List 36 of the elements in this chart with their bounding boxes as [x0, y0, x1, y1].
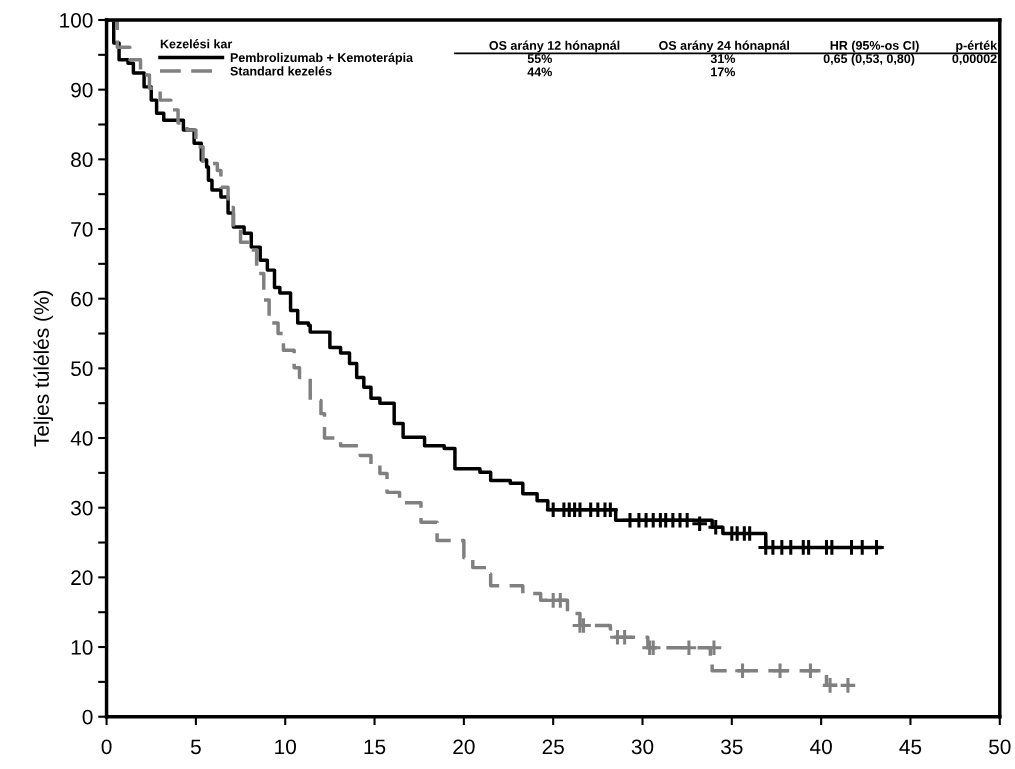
- x-tick-label: 40: [810, 739, 832, 755]
- annotation: OS arány 12 hónapnál: [489, 40, 620, 53]
- x-tick-label: 0: [101, 739, 112, 755]
- annotation: HR (95%-os CI): [830, 40, 919, 53]
- annotation: 0,00002: [952, 54, 997, 65]
- annotation: 44%: [527, 67, 552, 77]
- y-tick-label: 50: [71, 361, 93, 377]
- x-tick-label: 5: [190, 739, 201, 755]
- annotation: 0,65 (0,53, 0,80): [823, 53, 915, 66]
- annotation: p-érték: [956, 40, 998, 53]
- y-tick-label: 60: [71, 291, 93, 307]
- y-tick-label: 80: [71, 152, 93, 168]
- y-axis-title: Teljes túlélés (%): [33, 290, 54, 447]
- x-tick-label: 45: [899, 739, 922, 755]
- y-tick-label: 40: [70, 431, 93, 446]
- y-tick-label: 30: [71, 500, 93, 516]
- y-tick-label: 0: [82, 709, 93, 725]
- legend-label: Pembrolizumab + Kemoterápia: [230, 52, 414, 65]
- x-tick-label: 15: [364, 739, 386, 755]
- y-tick-label: 10: [71, 640, 93, 655]
- annotation: 55%: [527, 54, 552, 64]
- annotation: 17%: [711, 67, 736, 77]
- y-tick-label: 70: [71, 222, 93, 237]
- x-tick-label: 50: [989, 739, 1011, 755]
- y-tick-label: 20: [71, 570, 93, 586]
- x-tick-label: 20: [453, 739, 475, 755]
- legend-label: Standard kezelés: [230, 66, 332, 76]
- annotation: OS arány 24 hónapnál: [659, 40, 789, 53]
- y-tick-label: 100: [60, 13, 93, 28]
- annotation: 31%: [710, 54, 736, 64]
- x-tick-label: 25: [542, 739, 564, 755]
- y-tick-label: 90: [71, 82, 93, 98]
- x-tick-label: 30: [631, 739, 654, 755]
- x-tick-label: 10: [275, 739, 296, 755]
- legend-title: Kezelési kar: [160, 39, 233, 49]
- x-tick-label: 35: [721, 739, 743, 755]
